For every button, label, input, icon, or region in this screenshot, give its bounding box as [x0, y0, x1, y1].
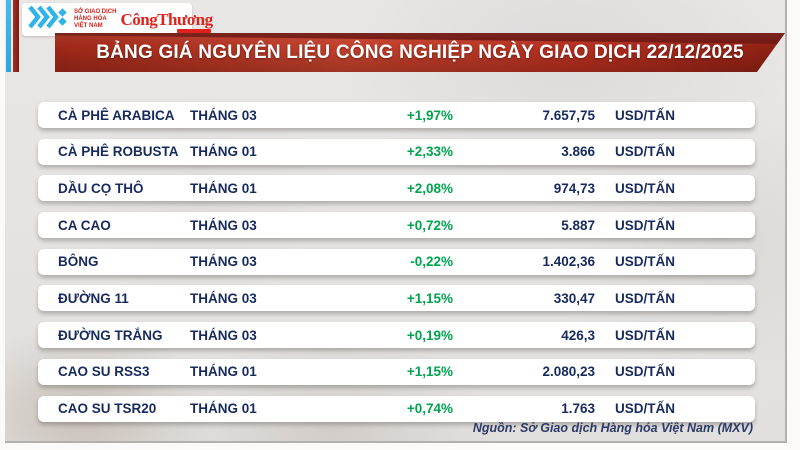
commodity-name: DẦU CỌ THÔ: [58, 180, 144, 196]
table-row: CA CAO THÁNG 03 +0,72% 5.887 USD/TẤN: [38, 212, 755, 239]
contract-month: THÁNG 01: [190, 180, 257, 196]
price-value: 3.866: [561, 144, 595, 160]
price-unit: USD/TẤN: [615, 180, 675, 196]
price-unit: USD/TẤN: [615, 327, 675, 343]
table-row: DẦU CỌ THÔ THÁNG 01 +2,08% 974,73 USD/TẤ…: [38, 175, 755, 202]
congthuong-logo: CôngThương: [120, 9, 213, 33]
commodity-name: CÀ PHÊ ROBUSTA: [58, 144, 179, 160]
table-row: ĐƯỜNG TRẮNG THÁNG 03 +0,19% 426,3 USD/TẤ…: [38, 322, 755, 349]
contract-month: THÁNG 01: [190, 144, 257, 160]
price-unit: USD/TẤN: [615, 144, 675, 160]
price-value: 7.657,75: [542, 107, 595, 123]
source-attribution: Nguồn: Sở Giao dịch Hàng hóa Việt Nam (M…: [472, 421, 753, 435]
contract-month: THÁNG 03: [190, 290, 257, 306]
page-title: BẢNG GIÁ NGUYÊN LIỆU CÔNG NGHIỆP NGÀY GI…: [96, 41, 744, 63]
price-unit: USD/TẤN: [615, 401, 675, 416]
title-banner: BẢNG GIÁ NGUYÊN LIỆU CÔNG NGHIỆP NGÀY GI…: [55, 33, 785, 72]
commodity-name: CÀ PHÊ ARABICA: [58, 107, 175, 123]
infographic-canvas: SỞ GIAO DỊCH HÀNG HÓA VIỆT NAM CôngThươn…: [5, 0, 787, 443]
commodity-name: BÔNG: [58, 254, 99, 270]
change-percent: +2,33%: [406, 144, 453, 160]
price-value: 974,73: [553, 180, 595, 196]
commodity-name: CAO SU TSR20: [58, 401, 157, 416]
change-percent: -0,22%: [410, 254, 453, 270]
contract-month: THÁNG 03: [190, 254, 257, 270]
price-table: CÀ PHÊ ARABICA THÁNG 03 +1,97% 7.657,75 …: [38, 102, 755, 422]
change-percent: +1,15%: [406, 290, 453, 306]
contract-month: THÁNG 03: [190, 217, 257, 233]
price-value: 426,3: [561, 327, 595, 343]
price-value: 5.887: [561, 217, 595, 233]
left-red-stripe: [13, 0, 19, 72]
price-unit: USD/TẤN: [615, 217, 675, 233]
commodity-name: ĐƯỜNG TRẮNG: [58, 327, 163, 343]
price-unit: USD/TẤN: [615, 290, 675, 306]
table-row: CÀ PHÊ ARABICA THÁNG 03 +1,97% 7.657,75 …: [38, 102, 755, 128]
price-value: 1.402,36: [542, 254, 595, 270]
table-row: CAO SU TSR20 THÁNG 01 +0,74% 1.763 USD/T…: [38, 395, 755, 422]
commodity-name: CAO SU RSS3: [58, 364, 150, 380]
price-unit: USD/TẤN: [615, 254, 675, 270]
commodity-name: ĐƯỜNG 11: [58, 290, 129, 306]
price-unit: USD/TẤN: [615, 364, 675, 380]
contract-month: THÁNG 01: [190, 364, 257, 380]
change-percent: +2,08%: [406, 180, 453, 196]
change-percent: +0,74%: [406, 401, 453, 416]
change-percent: +0,72%: [406, 217, 453, 233]
price-unit: USD/TẤN: [615, 107, 675, 123]
table-row: ĐƯỜNG 11 THÁNG 03 +1,15% 330,47 USD/TẤN: [38, 285, 755, 312]
table-row: BÔNG THÁNG 03 -0,22% 1.402,36 USD/TẤN: [38, 248, 755, 275]
change-percent: +1,15%: [406, 364, 453, 380]
table-row: CÀ PHÊ ROBUSTA THÁNG 01 +2,33% 3.866 USD…: [38, 138, 755, 165]
change-percent: +1,97%: [406, 107, 453, 123]
commodity-name: CA CAO: [58, 217, 111, 233]
price-value: 2.080,23: [542, 364, 595, 380]
contract-month: THÁNG 03: [190, 107, 257, 123]
congthuong-wordmark: CôngThương: [120, 9, 213, 29]
contract-month: THÁNG 01: [190, 401, 257, 416]
price-value: 1.763: [561, 401, 595, 416]
mxv-logo-text: SỞ GIAO DỊCH HÀNG HÓA VIỆT NAM: [74, 8, 117, 30]
table-row: CAO SU RSS3 THÁNG 01 +1,15% 2.080,23 USD…: [38, 358, 755, 385]
left-blue-stripe: [6, 0, 11, 72]
congthuong-underline: [176, 28, 211, 33]
logo-plate: SỞ GIAO DỊCH HÀNG HÓA VIỆT NAM CôngThươn…: [22, 3, 213, 36]
change-percent: +0,19%: [406, 327, 453, 343]
mxv-logo-icon: [28, 4, 70, 35]
contract-month: THÁNG 03: [190, 327, 257, 343]
price-value: 330,47: [553, 290, 595, 306]
